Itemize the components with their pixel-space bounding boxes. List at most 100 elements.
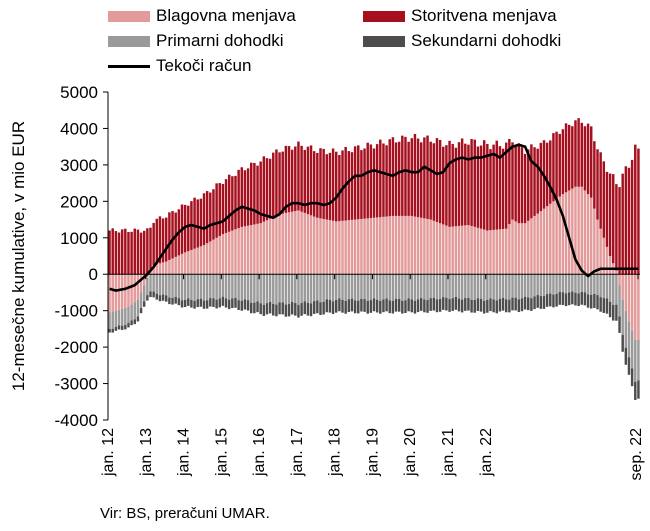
bar-secondary	[596, 295, 599, 310]
bar-goods	[442, 224, 445, 275]
bar-goods	[227, 231, 231, 275]
bar-goods	[183, 252, 187, 275]
bar-secondary	[294, 303, 297, 316]
legend-item-services: Storitvena menjava	[363, 6, 557, 26]
bar-goods	[555, 198, 558, 275]
bar-services	[108, 230, 111, 275]
bar-goods	[476, 227, 480, 275]
bar-services	[256, 165, 259, 224]
bar-secondary	[290, 302, 294, 315]
y-tick-label: 5000	[60, 83, 98, 102]
bar-services	[564, 123, 568, 193]
y-axis-label: 12-mesečne kumulative, v mio EUR	[9, 121, 28, 391]
bar-primary	[457, 274, 461, 299]
bar-goods	[511, 219, 514, 275]
y-tick-label: 4000	[60, 119, 98, 138]
bar-primary	[429, 274, 432, 299]
bar-goods	[240, 226, 244, 275]
bar-primary	[539, 274, 543, 297]
bar-secondary	[262, 304, 266, 316]
bar-goods	[243, 226, 247, 275]
bar-services	[136, 229, 140, 275]
bar-services	[457, 142, 461, 226]
bar-services	[501, 148, 505, 229]
bar-services	[561, 129, 565, 195]
bar-services	[549, 140, 552, 204]
bar-primary	[536, 274, 539, 296]
bar-goods	[561, 194, 565, 275]
bar-secondary	[586, 294, 590, 308]
bar-primary	[287, 274, 291, 305]
bar-secondary	[470, 299, 473, 313]
bar-services	[530, 144, 533, 219]
bar-secondary	[379, 301, 382, 314]
bar-primary	[360, 274, 363, 299]
bar-goods	[608, 256, 612, 275]
bar-primary	[108, 312, 111, 329]
bar-secondary	[278, 302, 281, 315]
bar-secondary	[341, 299, 344, 313]
bar-goods	[457, 225, 461, 275]
bar-secondary	[492, 299, 495, 313]
source-note: Vir: BS, preračuni UMAR.	[100, 505, 270, 522]
bar-goods	[379, 217, 382, 275]
bar-secondary	[168, 297, 171, 305]
bar-secondary	[193, 300, 196, 309]
bar-goods	[567, 190, 571, 275]
bar-goods	[309, 215, 313, 275]
bar-primary	[615, 274, 618, 305]
bar-secondary	[394, 298, 398, 312]
bar-primary	[300, 274, 303, 304]
bar-primary	[438, 274, 442, 300]
bar-primary	[558, 274, 561, 293]
bar-secondary	[561, 292, 565, 305]
bar-goods	[357, 219, 360, 275]
bar-secondary	[501, 297, 505, 311]
bar-services	[583, 126, 587, 191]
bar-secondary	[319, 302, 322, 315]
bar-goods	[300, 211, 303, 275]
bar-services	[555, 131, 558, 199]
bar-secondary	[419, 298, 423, 311]
bar-primary	[416, 274, 420, 300]
bar-goods	[520, 223, 524, 275]
bar-secondary	[580, 291, 583, 305]
bar-secondary	[432, 297, 436, 311]
bar-secondary	[133, 319, 136, 325]
bar-services	[262, 156, 266, 222]
bar-goods	[325, 219, 329, 275]
bar-primary	[177, 274, 181, 299]
bar-services	[246, 168, 250, 226]
bar-secondary	[391, 300, 395, 314]
bar-secondary	[637, 380, 640, 399]
bar-services	[571, 126, 574, 189]
bar-services	[504, 142, 508, 229]
bar-goods	[108, 274, 111, 313]
bar-services	[416, 138, 420, 218]
bar-secondary	[583, 292, 587, 306]
bar-primary	[353, 274, 357, 301]
bar-primary	[344, 274, 347, 301]
bar-goods	[391, 215, 395, 275]
legend-label-secondary: Sekundarni dohodki	[411, 31, 562, 50]
bar-primary	[577, 274, 580, 294]
bar-secondary	[218, 298, 221, 308]
bar-services	[278, 152, 281, 215]
bar-services	[265, 158, 269, 221]
bar-primary	[608, 274, 612, 302]
bar-goods	[605, 246, 609, 275]
x-tick-label: jan. 21	[440, 428, 457, 477]
bar-primary	[139, 292, 143, 309]
bar-services	[375, 144, 379, 218]
bar-primary	[391, 274, 395, 301]
bar-secondary	[240, 300, 244, 311]
bar-secondary	[435, 299, 439, 313]
bar-services	[454, 147, 458, 227]
bar-services	[527, 149, 530, 221]
bar-services	[331, 148, 335, 221]
bar-services	[199, 198, 203, 247]
legend-swatch-secondary	[363, 35, 405, 47]
bar-secondary	[549, 293, 552, 307]
bar-goods	[306, 214, 310, 275]
bar-services	[353, 146, 357, 220]
